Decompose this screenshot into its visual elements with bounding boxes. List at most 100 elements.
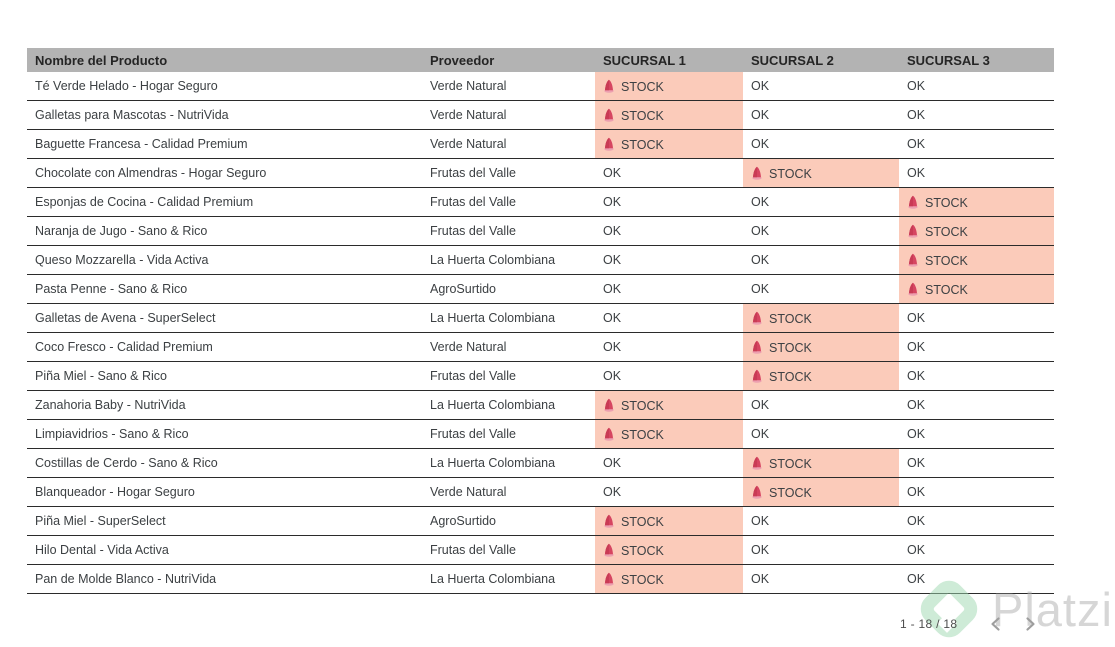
table-row: Queso Mozzarella - Vida Activa La Huerta…	[27, 245, 1054, 275]
sucursal2-status-cell: STOCK	[743, 332, 899, 362]
product-name-cell: Piña Miel - SuperSelect	[27, 506, 422, 536]
status-label: OK	[907, 456, 926, 470]
sucursal1-status-cell: STOCK	[595, 100, 743, 130]
status-label: OK	[751, 282, 770, 296]
table-row: Galletas de Avena - SuperSelect La Huert…	[27, 303, 1054, 333]
status-label: STOCK	[621, 398, 664, 413]
stock-alert-icon	[751, 456, 763, 470]
status-label: OK	[751, 398, 770, 412]
status-label: OK	[907, 311, 926, 325]
table-row: Hilo Dental - Vida Activa Frutas del Val…	[27, 535, 1054, 565]
column-header-producto[interactable]: Nombre del Producto	[27, 48, 422, 72]
sucursal3-status-cell: OK	[899, 564, 1054, 594]
status-label: OK	[907, 398, 926, 412]
sucursal1-status-cell: STOCK	[595, 564, 743, 594]
sucursal3-status-cell: OK	[899, 419, 1054, 449]
sucursal1-status-cell: STOCK	[595, 72, 743, 101]
status-label: OK	[603, 485, 622, 499]
sucursal2-status-cell: OK	[743, 506, 899, 536]
sucursal1-status-cell: STOCK	[595, 506, 743, 536]
status-label: STOCK	[621, 108, 664, 123]
status-label: STOCK	[925, 253, 968, 268]
stock-alert-icon	[603, 427, 615, 441]
status-label: OK	[751, 137, 770, 151]
sucursal2-status-cell: OK	[743, 419, 899, 449]
status-label: STOCK	[621, 543, 664, 558]
table-row: Esponjas de Cocina - Calidad Premium Fru…	[27, 187, 1054, 217]
status-label: OK	[603, 282, 622, 296]
sucursal2-status-cell: OK	[743, 216, 899, 246]
product-name-cell: Pasta Penne - Sano & Rico	[27, 274, 422, 304]
sucursal2-status-cell: OK	[743, 535, 899, 565]
product-name-cell: Limpiavidrios - Sano & Rico	[27, 419, 422, 449]
stock-alert-icon	[751, 485, 763, 499]
status-label: OK	[907, 543, 926, 557]
table-row: Limpiavidrios - Sano & Rico Frutas del V…	[27, 419, 1054, 449]
product-name-cell: Baguette Francesa - Calidad Premium	[27, 129, 422, 159]
provider-cell: Frutas del Valle	[422, 187, 595, 217]
table-body: Té Verde Helado - Hogar Seguro Verde Nat…	[27, 72, 1054, 594]
sucursal1-status-cell: STOCK	[595, 535, 743, 565]
stock-alert-icon	[751, 166, 763, 180]
status-label: OK	[751, 514, 770, 528]
chevron-left-icon	[988, 617, 1004, 635]
provider-cell: La Huerta Colombiana	[422, 390, 595, 420]
pagination-bar: 1 - 18 / 18	[900, 616, 1047, 632]
provider-cell: La Huerta Colombiana	[422, 448, 595, 478]
sucursal3-status-cell: OK	[899, 506, 1054, 536]
table-row: Chocolate con Almendras - Hogar Seguro F…	[27, 158, 1054, 188]
status-label: OK	[907, 572, 926, 586]
product-name-cell: Zanahoria Baby - NutriVida	[27, 390, 422, 420]
sucursal1-status-cell: OK	[595, 274, 743, 304]
sucursal3-status-cell: OK	[899, 390, 1054, 420]
stock-alert-icon	[603, 137, 615, 151]
status-label: STOCK	[925, 224, 968, 239]
product-name-cell: Coco Fresco - Calidad Premium	[27, 332, 422, 362]
status-label: STOCK	[621, 137, 664, 152]
status-label: STOCK	[769, 456, 812, 471]
status-label: OK	[603, 369, 622, 383]
table-header: Nombre del Producto Proveedor SUCURSAL 1…	[27, 48, 1054, 72]
status-label: OK	[907, 369, 926, 383]
column-header-sucursal3[interactable]: SUCURSAL 3	[899, 48, 1054, 72]
provider-cell: Verde Natural	[422, 100, 595, 130]
sucursal2-status-cell: OK	[743, 245, 899, 275]
table-row: Pasta Penne - Sano & Rico AgroSurtido OK…	[27, 274, 1054, 304]
previous-page-button[interactable]	[988, 616, 1004, 632]
stock-table: Nombre del Producto Proveedor SUCURSAL 1…	[27, 48, 1054, 594]
status-label: OK	[603, 456, 622, 470]
sucursal1-status-cell: STOCK	[595, 419, 743, 449]
provider-cell: La Huerta Colombiana	[422, 245, 595, 275]
sucursal2-status-cell: OK	[743, 72, 899, 101]
next-page-button[interactable]	[1022, 616, 1038, 632]
status-label: STOCK	[769, 166, 812, 181]
sucursal2-status-cell: STOCK	[743, 303, 899, 333]
product-name-cell: Esponjas de Cocina - Calidad Premium	[27, 187, 422, 217]
status-label: STOCK	[621, 79, 664, 94]
provider-cell: Verde Natural	[422, 129, 595, 159]
table-row: Pan de Molde Blanco - NutriVida La Huert…	[27, 564, 1054, 594]
product-name-cell: Galletas para Mascotas - NutriVida	[27, 100, 422, 130]
status-label: STOCK	[621, 514, 664, 529]
table-row: Galletas para Mascotas - NutriVida Verde…	[27, 100, 1054, 130]
status-label: OK	[603, 166, 622, 180]
status-label: OK	[907, 340, 926, 354]
provider-cell: Verde Natural	[422, 477, 595, 507]
column-header-sucursal1[interactable]: SUCURSAL 1	[595, 48, 743, 72]
provider-cell: Frutas del Valle	[422, 535, 595, 565]
status-label: OK	[751, 224, 770, 238]
sucursal3-status-cell: OK	[899, 100, 1054, 130]
sucursal1-status-cell: OK	[595, 361, 743, 391]
sucursal2-status-cell: STOCK	[743, 477, 899, 507]
stock-alert-icon	[603, 514, 615, 528]
column-header-proveedor[interactable]: Proveedor	[422, 48, 595, 72]
status-label: OK	[751, 195, 770, 209]
product-name-cell: Galletas de Avena - SuperSelect	[27, 303, 422, 333]
stock-alert-icon	[603, 543, 615, 557]
status-label: OK	[907, 108, 926, 122]
sucursal2-status-cell: STOCK	[743, 158, 899, 188]
column-header-sucursal2[interactable]: SUCURSAL 2	[743, 48, 899, 72]
chevron-right-icon	[1022, 617, 1038, 635]
provider-cell: Frutas del Valle	[422, 158, 595, 188]
sucursal2-status-cell: OK	[743, 187, 899, 217]
